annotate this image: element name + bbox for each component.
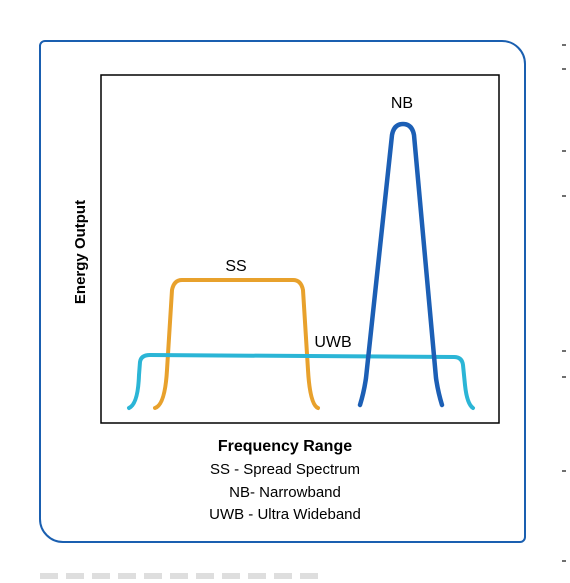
bottom-edge-decoration xyxy=(40,573,320,579)
legend-line-uwb: UWB - Ultra Wideband xyxy=(209,506,361,523)
nb-label: NB xyxy=(391,95,413,112)
ss-curve xyxy=(153,278,320,410)
diagram-card xyxy=(39,40,526,543)
uwb-label: UWB xyxy=(314,334,351,351)
legend-line-ss: SS - Spread Spectrum xyxy=(209,461,361,478)
plot-frame xyxy=(100,74,500,424)
ss-label: SS xyxy=(225,258,246,275)
x-axis-title: Frequency Range xyxy=(217,438,353,455)
legend-line-nb: NB- Narrowband xyxy=(229,484,341,501)
edge-decoration xyxy=(556,0,570,583)
uwb-curve xyxy=(127,353,475,410)
nb-curve xyxy=(357,121,445,408)
y-axis-label: Energy Output xyxy=(72,200,89,304)
